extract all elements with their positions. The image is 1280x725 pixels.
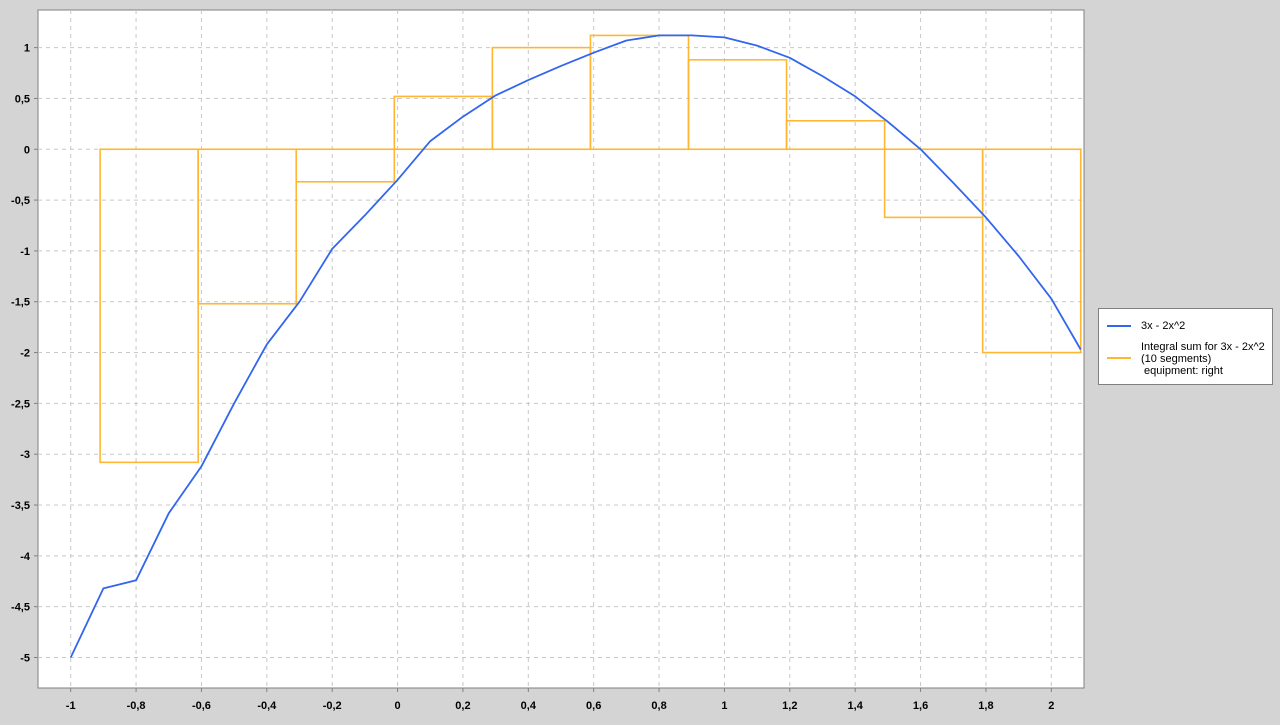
function-curve-layer: [69, 34, 1082, 658]
x-tick-label: 1: [721, 700, 727, 712]
y-tick-label: -4: [20, 551, 31, 563]
x-tick-label: -0,6: [192, 700, 211, 712]
legend-swatch-integral-sum: [1107, 357, 1131, 359]
x-tick-label: 1,2: [782, 700, 797, 712]
integral-sum-rectangle: [785, 119, 886, 151]
y-tick-label: -1: [20, 246, 30, 258]
x-tick-label: 0,4: [521, 700, 537, 712]
integral-sum-rectangle: [687, 59, 788, 151]
x-tick-label: 0,2: [455, 700, 470, 712]
legend-label-segments: (10 segments): [1141, 353, 1212, 365]
y-tick-labels: 1 0,5 0 -0,5 -1 -1,5 -2 -2,5 -3 -3,5 -4 -4,5 -5: [11, 43, 31, 665]
x-tick-label: 1,8: [978, 700, 993, 712]
y-tick-label: -0,5: [11, 195, 30, 207]
x-tick-label: -1: [66, 700, 76, 712]
x-tick-label: -0,2: [323, 700, 342, 712]
y-tick-label: -1,5: [11, 297, 30, 309]
y-tick-label: 0,5: [15, 93, 30, 105]
legend-label-integral-sum: Integral sum for 3x - 2x^2: [1141, 341, 1265, 353]
x-tick-label: 0,6: [586, 700, 601, 712]
y-tick-label: -3,5: [11, 500, 30, 512]
y-tick-label: -2: [20, 348, 30, 360]
y-tick-label: -2,5: [11, 398, 30, 410]
legend-swatch-function: [1107, 325, 1131, 327]
y-tick-label: -5: [20, 653, 30, 665]
integral-sum-rectangle: [197, 148, 298, 305]
plot-area: [37, 9, 1085, 689]
x-tick-label: 1,4: [848, 700, 864, 712]
integral-sum-rectangle: [981, 148, 1082, 354]
axes: [34, 47, 1052, 692]
y-tick-label: 0: [24, 144, 30, 156]
legend-label-equipment: equipment: right: [1141, 365, 1223, 377]
y-tick-label: 1: [24, 43, 30, 55]
x-tick-label: 0,8: [651, 700, 666, 712]
function-curve: [69, 34, 1082, 658]
x-tick-label: 1,6: [913, 700, 928, 712]
x-tick-label: 0: [395, 700, 401, 712]
legend: 3x - 2x^2 Integral sum for 3x - 2x^2 (10…: [1098, 308, 1273, 385]
x-tick-label: -0,4: [257, 700, 277, 712]
x-tick-labels: -1 -0,8 -0,6 -0,4 -0,2 0 0,2 0,4 0,6 0,8 1 1,2 1,4 1,…: [66, 700, 1055, 712]
integral-sum-rectangle: [99, 148, 199, 464]
x-tick-label: -0,8: [127, 700, 146, 712]
legend-label-function: 3x - 2x^2: [1141, 320, 1186, 332]
y-tick-label: -3: [20, 449, 30, 461]
grid-lines: [38, 10, 1084, 688]
x-tick-label: 2: [1048, 700, 1054, 712]
integral-sum-rectangle: [295, 148, 396, 183]
y-tick-label: -4,5: [11, 602, 30, 614]
integral-sum-rectangles: [99, 34, 1082, 464]
